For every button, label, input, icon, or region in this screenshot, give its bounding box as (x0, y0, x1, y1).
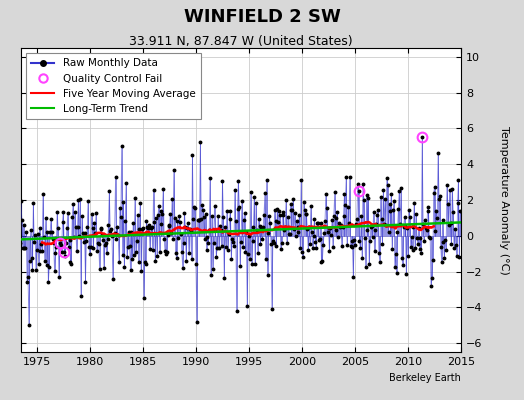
Text: WINFIELD 2 SW: WINFIELD 2 SW (183, 8, 341, 26)
Title: 33.911 N, 87.847 W (United States): 33.911 N, 87.847 W (United States) (129, 35, 353, 48)
Text: Berkeley Earth: Berkeley Earth (389, 373, 461, 383)
Legend: Raw Monthly Data, Quality Control Fail, Five Year Moving Average, Long-Term Tren: Raw Monthly Data, Quality Control Fail, … (26, 53, 201, 119)
Y-axis label: Temperature Anomaly (°C): Temperature Anomaly (°C) (499, 126, 509, 274)
